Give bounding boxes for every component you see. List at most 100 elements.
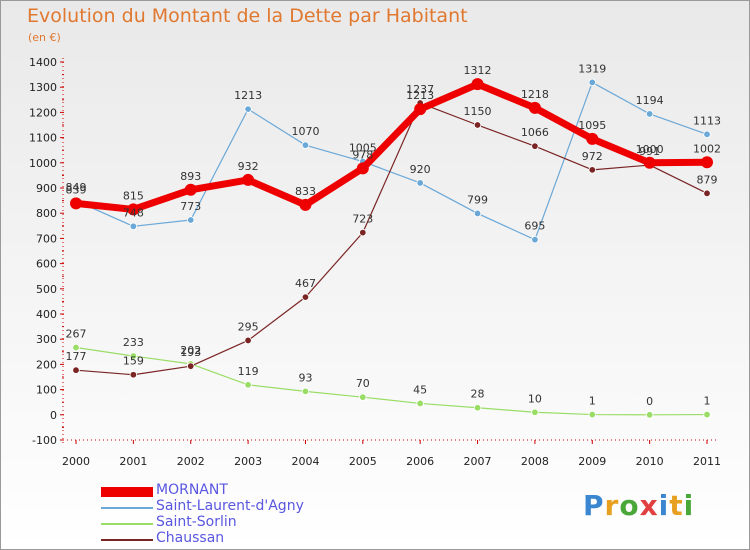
data-label: 1213 <box>234 89 262 102</box>
legend-item-chaussan: Chaussan <box>101 530 401 549</box>
logo-letter: t <box>669 489 684 522</box>
data-label: 1000 <box>636 143 664 156</box>
data-point <box>356 162 369 175</box>
data-point <box>588 410 596 419</box>
data-label: 833 <box>295 185 316 198</box>
data-label: 849 <box>66 181 87 194</box>
x-tick-label: 2006 <box>406 455 434 468</box>
data-label: 991 <box>639 145 660 158</box>
legend-label-saint-laurent: Saint-Laurent-d'Agny <box>156 498 304 514</box>
legend-swatch-saint-sorlin <box>101 523 153 525</box>
data-point <box>187 216 195 224</box>
logo-letter: o <box>619 489 640 522</box>
x-tick-label: 2009 <box>578 455 606 468</box>
data-label: 1319 <box>578 62 606 75</box>
data-point <box>703 130 711 139</box>
legend-label-mornant: MORNANT <box>156 482 228 498</box>
data-point <box>701 156 713 169</box>
proxiti-logo: Proxiti <box>583 489 694 522</box>
data-point <box>359 228 367 237</box>
data-point <box>473 121 482 129</box>
data-point <box>586 132 599 145</box>
data-label: 93 <box>298 371 312 384</box>
data-label: 920 <box>410 163 431 176</box>
legend-label-chaussan: Chaussan <box>156 530 225 546</box>
logo-letter: i <box>683 489 695 522</box>
y-tick-label: 1300 <box>29 81 57 94</box>
data-point <box>703 189 711 197</box>
data-label: 748 <box>123 206 144 219</box>
data-label: 695 <box>524 220 545 233</box>
data-point <box>473 209 482 218</box>
data-point <box>129 222 138 231</box>
y-tick-label: 1000 <box>29 157 57 170</box>
data-label: 10 <box>528 392 542 405</box>
data-point <box>301 387 310 396</box>
x-tick-label: 2000 <box>62 455 90 468</box>
series-line-0 <box>72 80 711 213</box>
series-line-3 <box>75 102 708 376</box>
data-label: 28 <box>471 388 485 401</box>
data-point <box>301 141 310 149</box>
data-point <box>531 408 539 416</box>
y-tick-label: 100 <box>36 384 57 397</box>
data-label: 177 <box>66 350 87 363</box>
y-tick-label: 900 <box>36 182 57 195</box>
y-tick-label: 400 <box>36 308 57 321</box>
data-point <box>643 156 656 169</box>
data-label: 1113 <box>693 114 721 127</box>
legend-item-saint-sorlin: Saint-Sorlin <box>101 514 401 533</box>
data-label: 932 <box>238 160 259 173</box>
data-label: 45 <box>413 383 427 396</box>
data-point <box>359 393 367 401</box>
data-label: 467 <box>295 277 316 290</box>
data-label: 1066 <box>521 126 549 139</box>
data-point <box>244 105 252 113</box>
y-unit-label: (en €) <box>28 31 61 44</box>
data-label: 193 <box>180 346 201 359</box>
data-label: 202 <box>180 344 201 357</box>
y-tick-label: 0 <box>50 409 57 422</box>
data-point <box>242 173 255 186</box>
data-label: 893 <box>180 170 201 183</box>
data-label: 799 <box>467 193 488 206</box>
x-tick-label: 2007 <box>464 455 492 468</box>
data-point <box>301 293 310 301</box>
logo-letter: r <box>604 489 620 522</box>
legend: MORNANT Saint-Laurent-d'Agny Saint-Sorli… <box>101 482 401 549</box>
data-point <box>416 179 424 187</box>
data-label: 978 <box>352 148 373 161</box>
data-point <box>244 336 252 345</box>
data-point <box>588 166 596 174</box>
data-point <box>473 404 482 412</box>
data-label: 1005 <box>349 142 377 155</box>
data-point <box>703 410 711 419</box>
x-tick-label: 2010 <box>636 455 664 468</box>
data-point <box>471 78 484 91</box>
data-label: 1002 <box>693 142 721 155</box>
y-tick-label: 500 <box>36 283 57 296</box>
data-label: 972 <box>582 150 603 163</box>
chart-title: Evolution du Montant de la Dette par Hab… <box>27 5 468 27</box>
data-label: 267 <box>66 328 87 341</box>
data-label: 295 <box>238 320 259 333</box>
data-label: 1312 <box>464 64 492 77</box>
data-label: 159 <box>123 355 144 368</box>
data-point <box>645 110 654 118</box>
data-point <box>127 203 140 216</box>
series-line-2 <box>75 346 708 416</box>
data-label: 1213 <box>406 89 434 102</box>
y-tick-label: 300 <box>36 333 57 346</box>
data-point <box>588 78 596 87</box>
logo-letter: x <box>639 489 659 522</box>
data-point <box>531 235 539 244</box>
data-label: 773 <box>180 200 201 213</box>
legend-swatch-mornant <box>101 487 153 497</box>
y-tick-label: 800 <box>36 207 57 220</box>
data-point <box>414 103 427 116</box>
data-label: 70 <box>356 377 370 390</box>
logo-letter: P <box>583 489 605 522</box>
data-point <box>129 371 138 379</box>
data-point <box>244 381 252 389</box>
